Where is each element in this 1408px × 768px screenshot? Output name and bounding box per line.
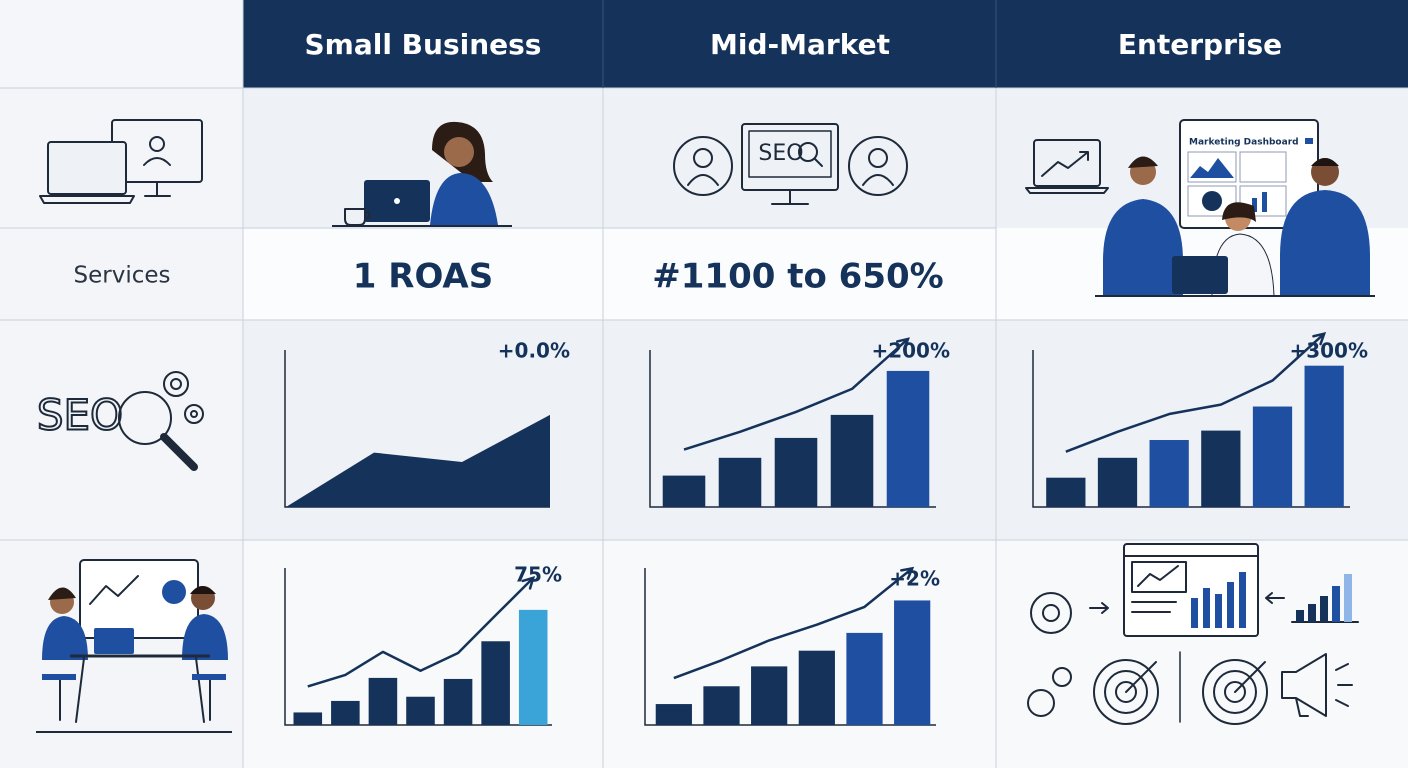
- column-header: Enterprise: [1118, 28, 1282, 61]
- trend-arrow: [1065, 332, 1326, 453]
- chart-label: 75%: [514, 563, 562, 587]
- chart-label: +0.0%: [498, 339, 570, 363]
- trend-arrow: [307, 576, 535, 688]
- mini-bars-icon: [1191, 572, 1352, 628]
- trend-arrow: [683, 338, 909, 451]
- bar: [662, 475, 706, 507]
- arrow-head: [896, 337, 910, 351]
- bar: [1046, 477, 1086, 507]
- bar: [406, 696, 435, 725]
- bar: [481, 641, 510, 725]
- bar: [798, 650, 835, 725]
- arrow-head: [521, 576, 536, 590]
- bar: [894, 600, 931, 725]
- column-header: Small Business: [305, 28, 542, 61]
- chart-label: +2%: [889, 567, 940, 591]
- bar: [751, 666, 788, 725]
- bar: [518, 609, 548, 725]
- bar: [703, 686, 740, 725]
- arrow-head: [1312, 331, 1327, 346]
- cell-value: 1 ROAS: [353, 257, 493, 297]
- arrow-head: [900, 566, 915, 580]
- person-laptop: [332, 121, 512, 227]
- seo-monitor-icon: [673, 123, 908, 205]
- axis: [1032, 350, 1350, 508]
- bar: [443, 678, 473, 725]
- devices-icon: [39, 119, 203, 204]
- bar: [1304, 365, 1344, 507]
- trend-arrow: [673, 567, 913, 680]
- bar: [1097, 457, 1138, 507]
- row-label: Services: [74, 263, 171, 289]
- area: [286, 414, 550, 507]
- bar: [293, 712, 323, 725]
- corner-cell: [0, 0, 243, 88]
- bar: [368, 677, 398, 725]
- axis: [644, 568, 936, 726]
- icon-text: Marketing Dashboard: [1189, 138, 1299, 148]
- icon-text: SEO: [37, 391, 123, 440]
- column-header: Mid-Market: [710, 28, 890, 61]
- bar: [1252, 406, 1293, 507]
- team-dashboard: Marketing Dashboard: [1025, 119, 1375, 297]
- meeting-illustration: [36, 559, 232, 733]
- header-bar: [243, 0, 1408, 88]
- bar: [774, 437, 818, 507]
- cell-value: #1100 to 650%: [652, 257, 943, 297]
- bar: [846, 632, 883, 725]
- bar: [830, 414, 874, 507]
- bar: [886, 370, 930, 507]
- bar: [655, 704, 692, 725]
- bar: [1201, 430, 1241, 507]
- bar: [331, 700, 360, 725]
- magnifier-gears-icon: [118, 371, 204, 471]
- icon-text: SEO: [758, 141, 803, 166]
- chart-label: +200%: [871, 339, 950, 363]
- chart-label: +300%: [1289, 339, 1368, 363]
- bar: [1149, 440, 1189, 507]
- bar: [718, 457, 762, 507]
